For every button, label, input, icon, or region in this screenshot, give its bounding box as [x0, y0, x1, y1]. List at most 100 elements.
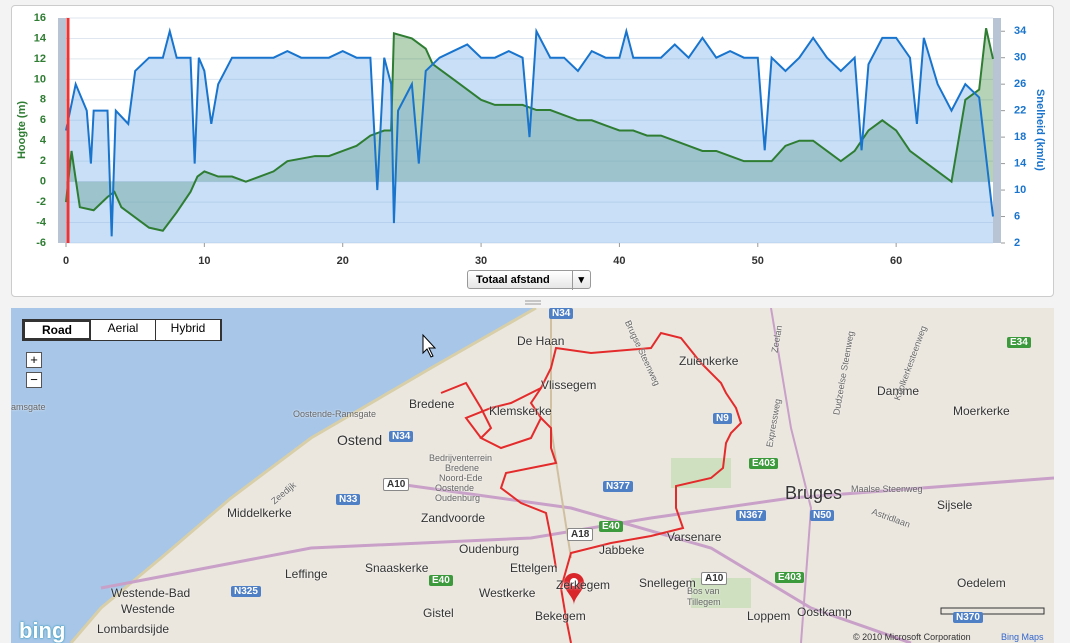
chart-panel — [11, 5, 1054, 297]
place-label: Middelkerke — [227, 506, 292, 520]
place-label: Jabbeke — [599, 543, 645, 557]
road-shield: A10 — [701, 572, 728, 585]
map-copyright: © 2010 Microsoft Corporation — [853, 632, 971, 642]
place-label: Westkerke — [479, 586, 536, 600]
place-label: Gistel — [423, 606, 454, 620]
place-label: Bedrijventerrein — [429, 453, 493, 463]
y2-tick-label: 10 — [1014, 184, 1026, 196]
y-tick-label: 0 — [40, 176, 46, 188]
y2-tick-label: 14 — [1014, 157, 1027, 169]
road-shield: E40 — [429, 575, 453, 586]
y-tick-label: 8 — [40, 94, 46, 106]
y2-tick-label: 18 — [1014, 131, 1026, 143]
road-shield: N50 — [810, 510, 835, 521]
road-shield: A18 — [567, 528, 594, 541]
place-label: Bekegem — [535, 609, 586, 623]
y2-axis-title: Snelheid (km/u) — [1034, 89, 1046, 171]
y-tick-label: 12 — [34, 53, 46, 65]
axis-band — [58, 18, 66, 243]
place-label: Bredene — [445, 463, 480, 473]
x-tick-label: 10 — [198, 255, 210, 267]
x-axis-dropdown[interactable]: Totaal afstand — [467, 270, 591, 290]
place-label: Sijsele — [937, 498, 973, 512]
road-shield: N34 — [389, 431, 414, 442]
road-shield: N33 — [336, 494, 361, 505]
place-label: Westende-Bad — [111, 586, 191, 600]
place-label: Zuienkerke — [679, 354, 739, 368]
road-shield: N325 — [231, 586, 261, 597]
y2-tick-label: 22 — [1014, 105, 1026, 117]
x-tick-label: 0 — [63, 255, 69, 267]
x-tick-label: 20 — [337, 255, 349, 267]
road-shield: N9 — [713, 413, 732, 424]
y2-tick-label: 26 — [1014, 78, 1026, 90]
y-tick-label: -4 — [36, 216, 47, 228]
map-mode-button[interactable]: Hybrid — [156, 320, 221, 340]
place-label: Ostend — [337, 432, 383, 448]
place-label: Oedelem — [957, 576, 1006, 590]
y-axis-title: Hoogte (m) — [16, 101, 28, 159]
y2-tick-label: 6 — [1014, 210, 1020, 222]
y-tick-label: 14 — [34, 32, 47, 44]
place-label: Varsenare — [667, 530, 722, 544]
road-shield: N370 — [953, 612, 983, 623]
place-label: Zandvoorde — [421, 511, 486, 525]
place-label: Lombardsijde — [97, 622, 170, 636]
place-label: Oostende-Ramsgate — [293, 409, 377, 419]
place-label: Bruges — [785, 483, 843, 503]
place-label: Klemskerke — [489, 404, 552, 418]
place-label: Damme — [877, 384, 920, 398]
y2-tick-label: 30 — [1014, 52, 1026, 64]
place-label: Leffinge — [285, 567, 328, 581]
place-label: Snaaskerke — [365, 561, 429, 575]
road-shield: N34 — [549, 308, 574, 319]
place-label: Westende — [121, 602, 175, 616]
place-label: Ettelgem — [510, 561, 558, 575]
y-tick-label: -2 — [36, 196, 46, 208]
x-tick-label: 50 — [752, 255, 764, 267]
y-tick-label: 6 — [40, 114, 46, 126]
y-tick-label: -6 — [36, 237, 46, 249]
place-label: Noord-Ede — [439, 473, 483, 483]
road-shield: A10 — [383, 478, 410, 491]
place-label: Oostkamp — [797, 605, 852, 619]
line — [65, 27, 994, 237]
place-label: Bos van — [687, 586, 720, 596]
place-label: Snellegem — [639, 576, 696, 590]
place-label: Bredene — [409, 397, 455, 411]
map-mode-bar: Road Aerial Hybrid — [22, 319, 222, 341]
y-tick-label: 4 — [40, 135, 47, 147]
road-shield: E34 — [1007, 337, 1031, 348]
road-shield: E403 — [775, 572, 805, 583]
road-shield: E403 — [749, 458, 779, 469]
y-tick-label: 2 — [40, 155, 46, 167]
x-tick-label: 40 — [613, 255, 625, 267]
x-tick-label: 30 — [475, 255, 487, 267]
place-label: Vlissegem — [541, 378, 597, 392]
chart: Hoogte (m) Snelheid (km/u) -6 -4 -2 0 2 4 6 8 10… — [16, 12, 1046, 267]
place-label: amsgate — [11, 402, 46, 412]
place-label: Maalse Steenweg — [851, 484, 923, 494]
map-credit: Bing Maps — [1001, 632, 1044, 642]
place-label: Loppem — [747, 609, 791, 623]
splitter[interactable] — [0, 298, 1070, 308]
zoom-out[interactable]: − — [26, 372, 42, 388]
road-shield: N367 — [736, 510, 766, 521]
map-mode-button[interactable]: Aerial — [91, 320, 156, 340]
zoom-in[interactable]: + — [26, 352, 42, 368]
map-logo: bing — [19, 618, 66, 643]
map-mode-button[interactable]: Road — [23, 320, 91, 340]
y2-tick-label: 2 — [1014, 237, 1020, 249]
y-tick-label: 10 — [34, 73, 46, 85]
place-label: Oudenburg — [435, 493, 481, 503]
axis-band — [993, 18, 1001, 243]
place-label: Moerkerke — [953, 404, 1010, 418]
x-tick-label: 60 — [890, 255, 902, 267]
map[interactable]: Road Aerial Hybrid + − De Haan Vlissegem Z… — [11, 308, 1054, 643]
map-base — [11, 308, 1054, 643]
y2-tick-label: 34 — [1014, 25, 1027, 37]
y-tick-label: 16 — [34, 12, 46, 24]
place-label: Zerkegem — [556, 578, 611, 592]
place-label: De Haan — [517, 334, 565, 348]
